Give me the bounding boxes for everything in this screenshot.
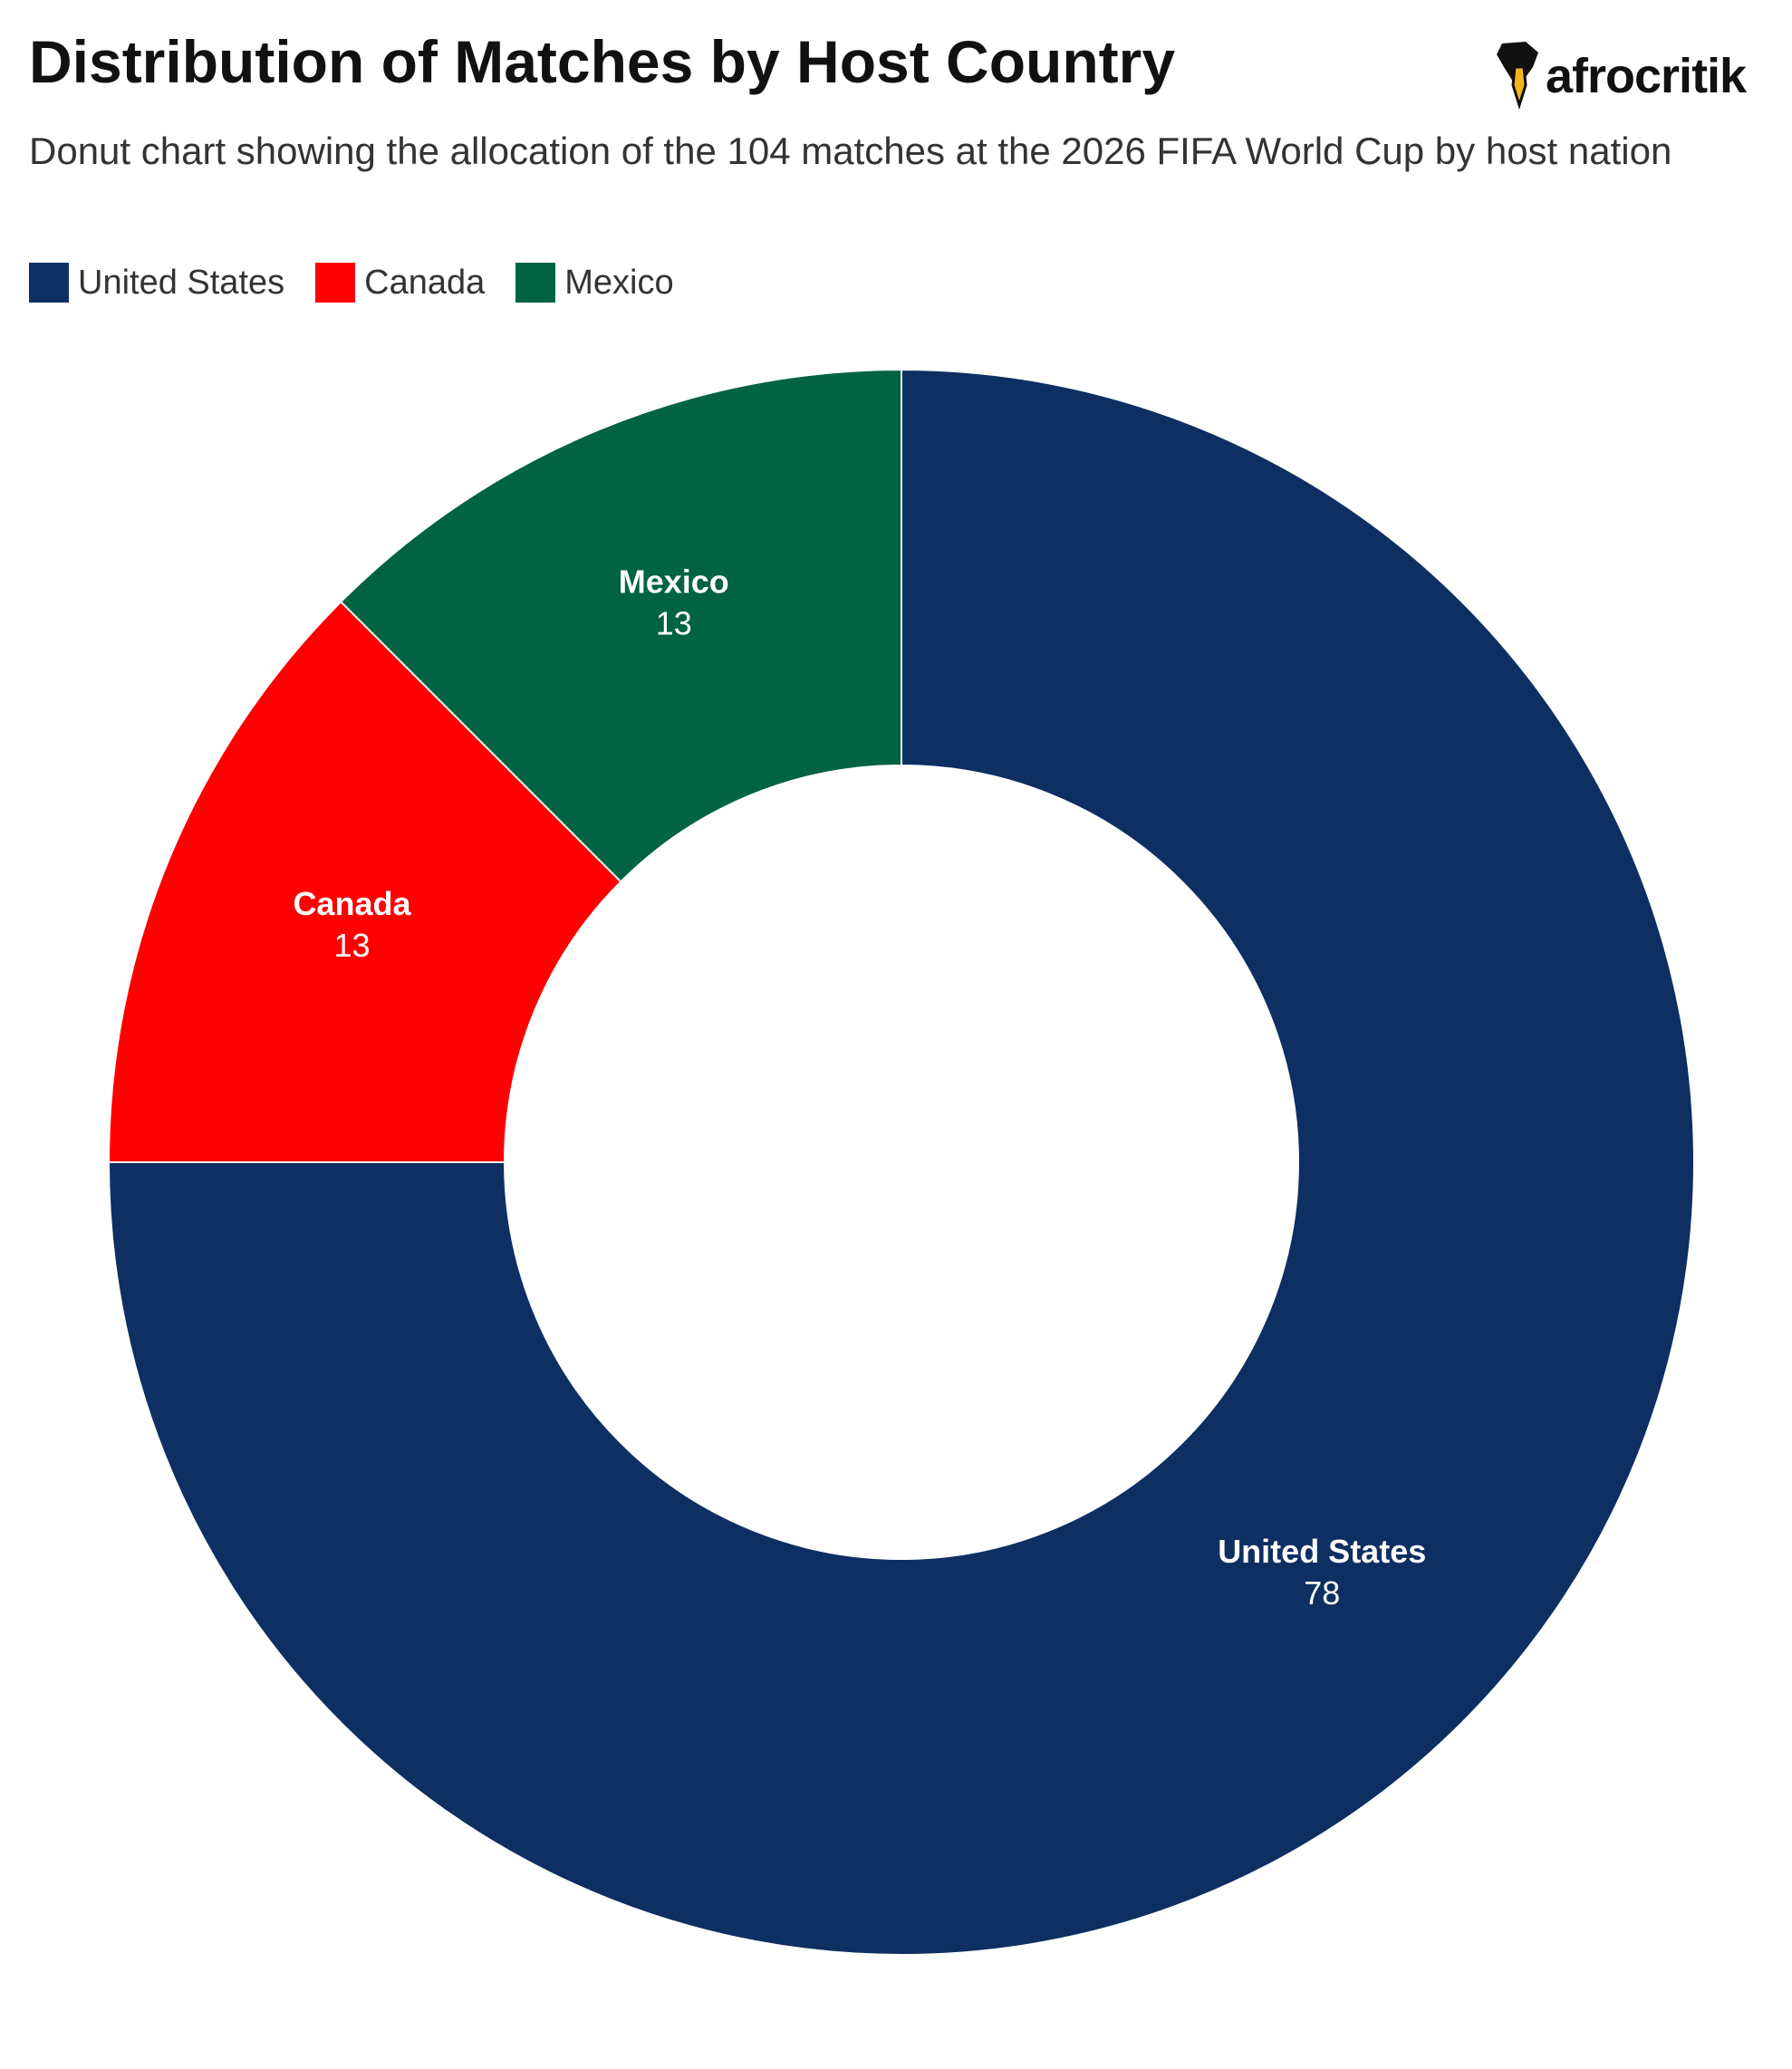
slice-label: Canada <box>293 885 411 922</box>
slice-label: United States <box>1218 1533 1426 1570</box>
legend-item: United States <box>29 263 284 303</box>
logo-icon <box>1497 42 1538 110</box>
chart-subtitle: Donut chart showing the allocation of th… <box>29 130 1672 172</box>
slice-value: 13 <box>333 927 370 964</box>
legend-label: United States <box>78 263 285 302</box>
donut-slice <box>339 368 902 883</box>
legend-swatch <box>315 263 356 303</box>
legend-item: Canada <box>315 263 485 303</box>
donut-slice <box>107 600 622 1163</box>
slice-label: Mexico <box>619 563 729 600</box>
legend-item: Mexico <box>515 263 674 303</box>
slice-value: 78 <box>1304 1574 1340 1612</box>
legend-swatch <box>29 263 69 303</box>
legend-swatch <box>515 263 556 303</box>
slice-value: 13 <box>656 604 692 641</box>
chart-title: Distribution of Matches by Host Country <box>29 28 1176 95</box>
logo-text: afrocritik <box>1546 49 1747 103</box>
legend: United States Canada Mexico <box>29 263 674 303</box>
logo: afrocritik <box>1493 40 1747 112</box>
legend-label: Canada <box>364 263 486 302</box>
donut-slice <box>107 368 1695 1956</box>
legend-label: Mexico <box>564 263 674 302</box>
